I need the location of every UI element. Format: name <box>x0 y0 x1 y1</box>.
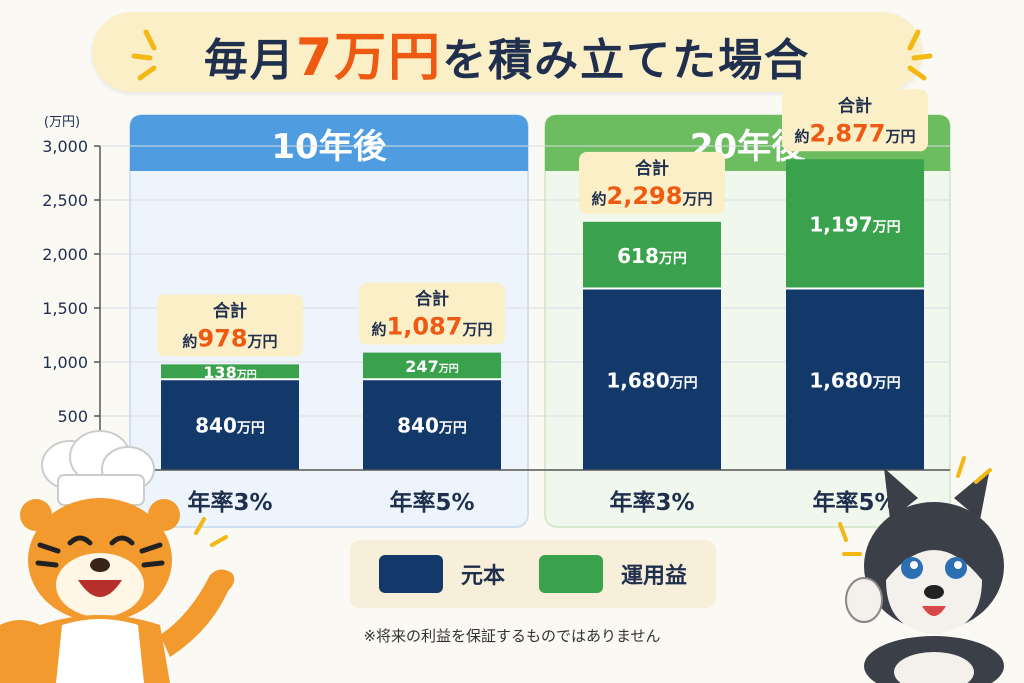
category-label: 年率5% <box>812 489 897 516</box>
title-prefix: 毎月 <box>203 34 296 86</box>
y-tick-label: 500 <box>57 407 88 426</box>
total-label-title: 合計 <box>838 95 872 116</box>
bar-principal <box>786 288 924 470</box>
legend-swatch-principal <box>378 555 443 593</box>
bar-principal <box>161 379 299 470</box>
title-amount: 7万円 <box>295 27 443 88</box>
sparkle-left-icon <box>131 29 157 81</box>
total-label-title: 合計 <box>415 289 449 310</box>
legend-label-gain: 運用益 <box>621 564 688 589</box>
bar-gain-label: 1,197万円 <box>809 213 900 237</box>
total-label-value: 約1,087万円 <box>372 313 493 341</box>
tiger-chef-mascot <box>0 430 235 683</box>
bar-gain <box>363 352 501 380</box>
legend-item-principal: 元本 <box>378 555 505 593</box>
category-label: 年率3% <box>187 489 272 516</box>
legend-label-principal: 元本 <box>460 564 505 589</box>
panel-title-0: 10年後 <box>271 127 387 167</box>
category-label: 年率5% <box>389 489 474 516</box>
bar-principal-label: 1,680万円 <box>606 368 697 392</box>
legend: 元本 運用益 <box>350 540 716 608</box>
husky-puppy-mascot <box>838 456 1004 683</box>
total-label-box <box>157 294 303 357</box>
bar-gain-label: 247万円 <box>405 357 458 376</box>
total-label-box <box>579 151 725 214</box>
bar-gain <box>583 221 721 289</box>
bar-gain <box>786 159 924 289</box>
sparkle-right-icon <box>907 29 933 81</box>
bar-principal-label: 1,680万円 <box>809 368 900 392</box>
y-axis-unit: (万円) <box>44 115 80 130</box>
total-label-value: 約978万円 <box>182 324 277 352</box>
total-label-box <box>359 282 505 345</box>
total-label-value: 約2,877万円 <box>795 119 916 147</box>
total-label-box <box>782 89 928 152</box>
legend-item-gain: 運用益 <box>539 555 687 593</box>
bar-principal <box>583 288 721 470</box>
bar-gain-label: 618万円 <box>617 244 687 268</box>
title-suffix: を積み立てた場合 <box>442 34 811 86</box>
total-label-value: 約2,298万円 <box>592 182 713 210</box>
y-tick-label: 2,500 <box>42 191 88 210</box>
disclaimer-note: ※将来の利益を保証するものではありません <box>363 627 661 645</box>
bar-gain-label: 138万円 <box>203 363 256 382</box>
category-label: 年率3% <box>609 489 694 516</box>
bar-principal-label: 840万円 <box>397 414 467 438</box>
legend-swatch-gain <box>539 555 603 593</box>
total-label-title: 合計 <box>213 300 247 321</box>
title-banner: 毎月7万円を積み立てた場合 <box>92 12 922 92</box>
bar-gain <box>161 364 299 380</box>
bar-principal <box>363 379 501 470</box>
bar-principal-label: 840万円 <box>195 414 265 438</box>
chart-title: 毎月7万円を積み立てた場合 <box>204 15 810 90</box>
y-tick-label: 1,000 <box>42 353 88 372</box>
y-tick-label: 3,000 <box>42 137 88 156</box>
total-label-title: 合計 <box>635 158 669 179</box>
y-tick-label: 2,000 <box>42 245 88 264</box>
y-tick-label: 1,500 <box>42 299 88 318</box>
panel-header-0 <box>130 115 528 171</box>
